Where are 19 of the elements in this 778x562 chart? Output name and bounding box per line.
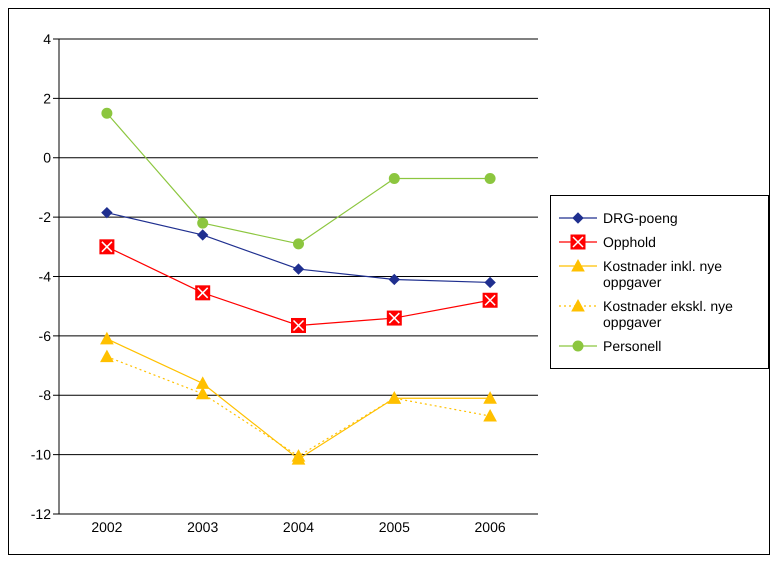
legend-label: Kostnader ekskl. nye oppgaver (603, 298, 734, 330)
legend-label: Kostnader inkl. nye oppgaver (603, 258, 724, 290)
legend-label: Personell (603, 338, 662, 354)
x-tick-label: 2006 (474, 518, 506, 535)
x-tick-label: 2003 (187, 518, 218, 535)
y-tick-label: -6 (38, 328, 52, 344)
y-tick-label: 0 (43, 150, 52, 166)
x-tick-label: 2004 (282, 518, 314, 535)
y-tick-label: -12 (30, 506, 52, 522)
x-tick-label: 2005 (378, 518, 410, 535)
y-tick-label: 4 (43, 30, 52, 47)
y-tick-label: -4 (38, 268, 52, 284)
y-tick-label: 2 (43, 90, 52, 106)
y-tick-label: -8 (38, 387, 52, 404)
x-tick-label: 2002 (91, 518, 123, 535)
legend-label: Opphold (603, 234, 656, 250)
y-tick-label: -2 (38, 209, 52, 226)
legend-label: DRG-poeng (603, 210, 678, 226)
y-tick-label: -10 (30, 446, 52, 463)
